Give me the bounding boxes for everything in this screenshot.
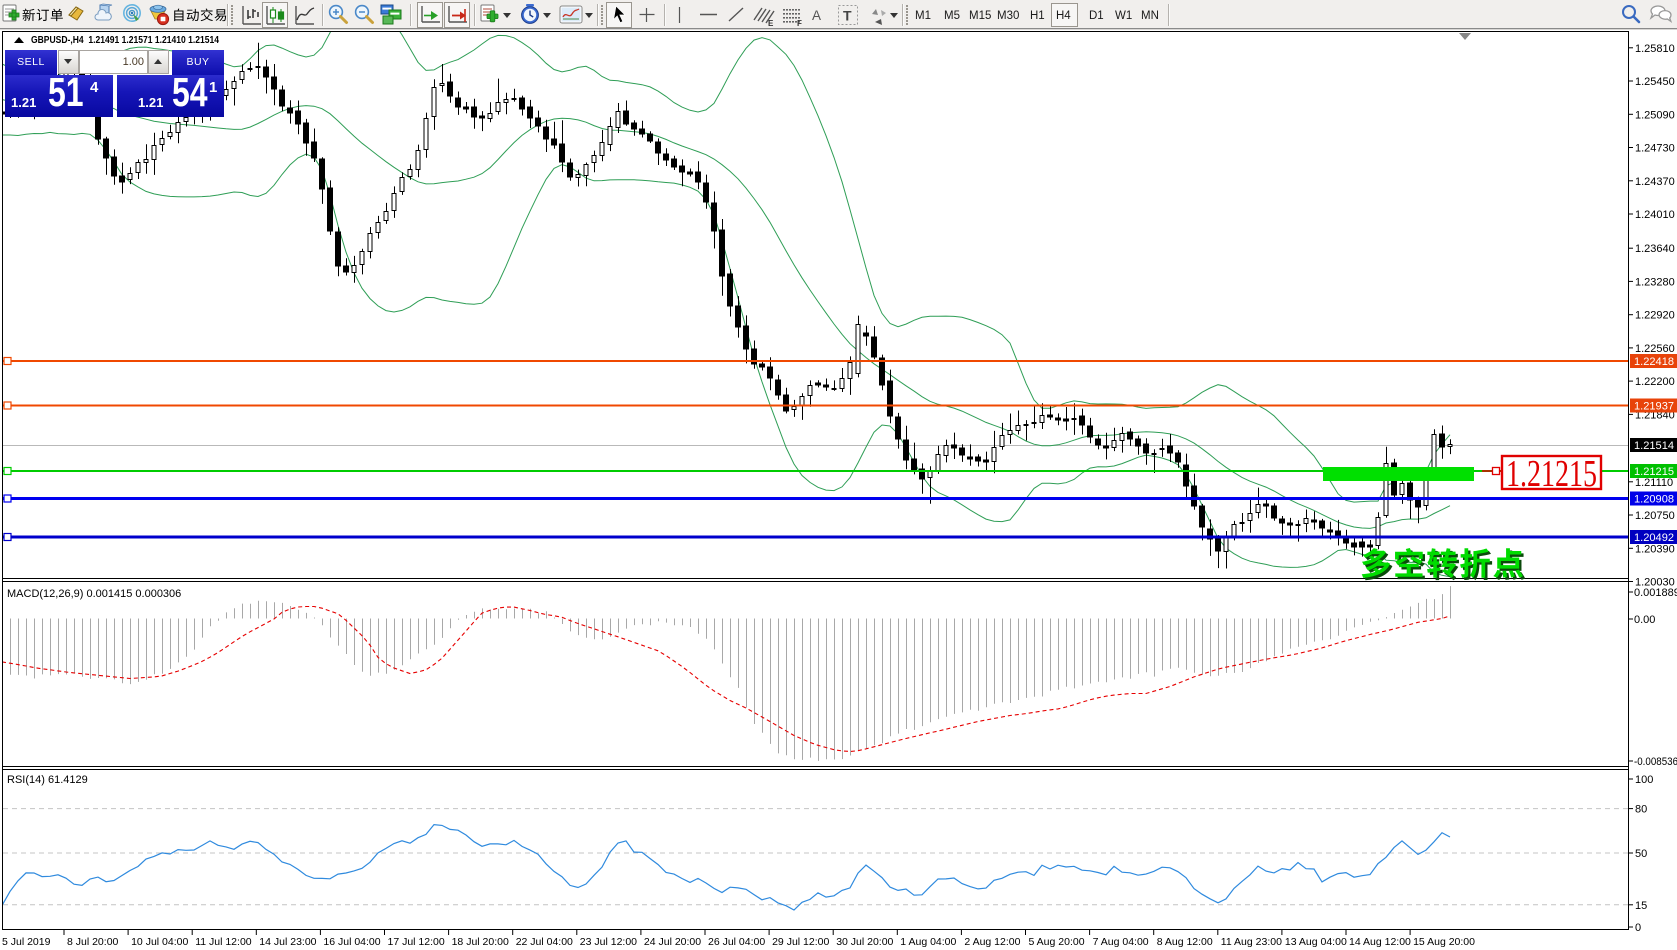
svg-text:30 Jul 20:00: 30 Jul 20:00 — [836, 936, 893, 948]
svg-text:1.21110: 1.21110 — [1635, 477, 1673, 489]
svg-text:M15: M15 — [969, 10, 991, 22]
svg-text:A: A — [812, 8, 821, 23]
svg-text:1 Aug 04:00: 1 Aug 04:00 — [900, 936, 956, 948]
svg-text:1.20908: 1.20908 — [1634, 494, 1674, 506]
svg-text:50: 50 — [1635, 848, 1647, 860]
svg-text:10 Jul 04:00: 10 Jul 04:00 — [131, 936, 188, 948]
svg-text:5 Jul 2019: 5 Jul 2019 — [2, 936, 51, 948]
svg-text:29 Jul 12:00: 29 Jul 12:00 — [772, 936, 829, 948]
svg-text:1.24730: 1.24730 — [1635, 143, 1675, 155]
svg-text:0.001889: 0.001889 — [1634, 587, 1677, 599]
svg-text:16 Jul 04:00: 16 Jul 04:00 — [323, 936, 380, 948]
svg-text:1.25450: 1.25450 — [1635, 76, 1675, 88]
svg-text:F: F — [797, 19, 802, 28]
svg-text:26 Jul 04:00: 26 Jul 04:00 — [708, 936, 765, 948]
svg-text:H4: H4 — [1056, 10, 1071, 22]
svg-text:14 Jul 23:00: 14 Jul 23:00 — [259, 936, 316, 948]
svg-text:MN: MN — [1141, 10, 1159, 22]
svg-text:MACD(12,26,9) 0.001415 0.00030: MACD(12,26,9) 0.001415 0.000306 — [7, 588, 181, 600]
svg-text:7 Aug 04:00: 7 Aug 04:00 — [1093, 936, 1149, 948]
svg-text:M30: M30 — [997, 10, 1019, 22]
svg-text:100: 100 — [1635, 774, 1653, 786]
svg-text:0.00: 0.00 — [1634, 614, 1655, 626]
svg-text:M5: M5 — [944, 10, 960, 22]
svg-text:RSI(14) 61.4129: RSI(14) 61.4129 — [7, 774, 88, 786]
svg-text:1.20750: 1.20750 — [1635, 510, 1675, 522]
svg-text:1.22560: 1.22560 — [1635, 343, 1675, 355]
svg-text:11 Aug 23:00: 11 Aug 23:00 — [1221, 936, 1282, 948]
svg-text:1.24010: 1.24010 — [1635, 209, 1675, 221]
svg-text:80: 80 — [1635, 804, 1647, 816]
svg-text:1.20390: 1.20390 — [1635, 543, 1675, 555]
svg-text:8 Jul 20:00: 8 Jul 20:00 — [67, 936, 119, 948]
svg-text:15 Aug 20:00: 15 Aug 20:00 — [1413, 936, 1475, 948]
svg-text:1.22418: 1.22418 — [1634, 356, 1674, 368]
svg-text:0: 0 — [1635, 922, 1641, 934]
svg-text:1.23640: 1.23640 — [1635, 243, 1675, 255]
svg-text:13 Aug 04:00: 13 Aug 04:00 — [1285, 936, 1347, 948]
svg-text:1.22920: 1.22920 — [1635, 310, 1675, 322]
svg-text:8 Aug 12:00: 8 Aug 12:00 — [1157, 936, 1213, 948]
svg-text:1.23280: 1.23280 — [1635, 276, 1675, 288]
svg-text:1.21215: 1.21215 — [1506, 453, 1597, 495]
svg-text:15: 15 — [1635, 900, 1647, 912]
svg-text:18 Jul 20:00: 18 Jul 20:00 — [452, 936, 509, 948]
svg-text:E: E — [768, 19, 774, 28]
svg-text:2 Aug 12:00: 2 Aug 12:00 — [964, 936, 1020, 948]
svg-text:1.22200: 1.22200 — [1635, 376, 1675, 388]
svg-text:22 Jul 04:00: 22 Jul 04:00 — [516, 936, 573, 948]
svg-text:24 Jul 20:00: 24 Jul 20:00 — [644, 936, 701, 948]
svg-text:-0.008536: -0.008536 — [1634, 756, 1677, 768]
svg-text:GBPUSD-,H4 1.21491 1.21571 1.: GBPUSD-,H4 1.21491 1.21571 1.21410 1.215… — [31, 34, 219, 46]
svg-text:1.20492: 1.20492 — [1634, 532, 1674, 544]
svg-text:1.25090: 1.25090 — [1635, 109, 1675, 121]
svg-text:1.25810: 1.25810 — [1635, 43, 1675, 55]
svg-text:1.24370: 1.24370 — [1635, 176, 1675, 188]
svg-text:H1: H1 — [1030, 10, 1045, 22]
svg-text:M1: M1 — [915, 10, 931, 22]
svg-text:W1: W1 — [1115, 10, 1132, 22]
svg-text:11 Jul 12:00: 11 Jul 12:00 — [195, 936, 252, 948]
svg-text:23 Jul 12:00: 23 Jul 12:00 — [580, 936, 637, 948]
svg-text:14 Aug 12:00: 14 Aug 12:00 — [1349, 936, 1411, 948]
svg-text:17 Jul 12:00: 17 Jul 12:00 — [388, 936, 445, 948]
svg-text:1.21937: 1.21937 — [1634, 401, 1674, 413]
svg-text:D1: D1 — [1089, 10, 1104, 22]
svg-text:T: T — [843, 8, 852, 24]
svg-text:1.21215: 1.21215 — [1634, 466, 1674, 478]
svg-text:1.21514: 1.21514 — [1634, 440, 1674, 452]
svg-text:1.20030: 1.20030 — [1635, 577, 1675, 589]
svg-text:5 Aug 20:00: 5 Aug 20:00 — [1029, 936, 1085, 948]
